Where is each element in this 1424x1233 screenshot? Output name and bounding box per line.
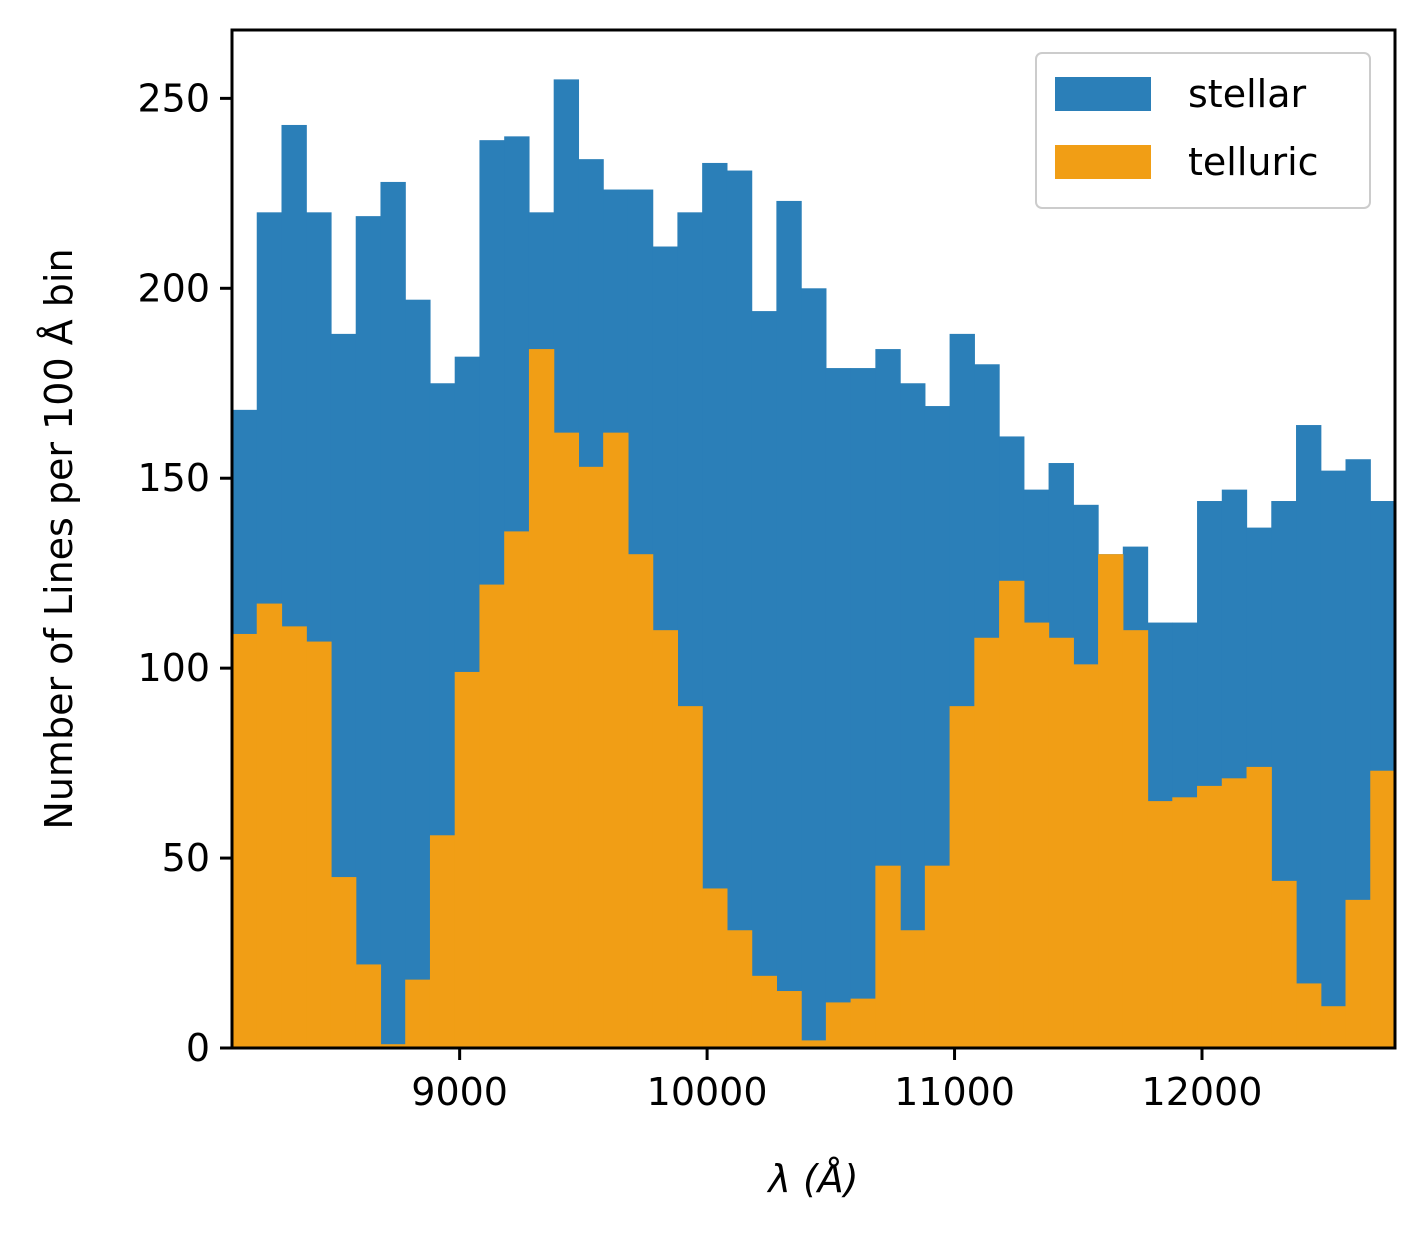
legend-label-telluric: telluric <box>1188 140 1319 184</box>
bar-telluric-21 <box>751 975 777 1048</box>
bar-telluric-13 <box>553 432 580 1048</box>
bar-stellar-20 <box>726 170 753 1048</box>
bar-stellar-25 <box>850 368 876 1049</box>
y-tick-label-3: 150 <box>137 456 210 500</box>
plot-frame <box>230 28 1397 1050</box>
legend-label-stellar: stellar <box>1188 72 1306 116</box>
bar-telluric-42 <box>1271 880 1297 1048</box>
bar-telluric-8 <box>429 835 456 1048</box>
bar-telluric-26 <box>875 865 901 1048</box>
bar-telluric-30 <box>974 637 1000 1048</box>
bar-stellar-7 <box>405 299 431 1048</box>
bar-telluric-45 <box>1345 899 1371 1048</box>
bar-telluric-39 <box>1197 785 1223 1048</box>
bar-telluric-20 <box>726 930 753 1048</box>
bar-stellar-44 <box>1320 470 1347 1049</box>
bar-telluric-17 <box>652 630 679 1048</box>
bars-layer <box>232 79 1396 1049</box>
x-tick-label-3: 12000 <box>1142 1070 1263 1114</box>
bar-telluric-33 <box>1048 637 1074 1048</box>
bar-telluric-18 <box>677 706 703 1048</box>
bar-telluric-24 <box>825 1002 852 1048</box>
bar-telluric-0 <box>232 633 258 1048</box>
bar-telluric-12 <box>528 349 555 1049</box>
bar-telluric-27 <box>900 930 926 1048</box>
bar-stellar-21 <box>751 311 777 1048</box>
y-tick-label-4: 200 <box>137 266 210 310</box>
bar-telluric-44 <box>1320 1006 1347 1048</box>
y-tick-label-0: 0 <box>186 1026 210 1070</box>
bar-telluric-29 <box>949 706 975 1048</box>
bar-stellar-23 <box>801 288 827 1049</box>
bar-telluric-10 <box>479 584 505 1048</box>
bar-telluric-6 <box>380 1044 406 1048</box>
bar-telluric-32 <box>1023 622 1050 1048</box>
y-axis-label: Number of Lines per 100 Å bin <box>37 248 81 829</box>
bar-telluric-43 <box>1296 983 1322 1048</box>
bar-telluric-15 <box>603 432 629 1048</box>
bar-telluric-31 <box>999 580 1025 1048</box>
x-tick-label-2: 11000 <box>894 1070 1015 1114</box>
bar-telluric-41 <box>1246 766 1272 1048</box>
y-tick-label-2: 100 <box>137 646 210 690</box>
bar-telluric-36 <box>1122 630 1149 1048</box>
legend-swatch-telluric <box>1055 145 1151 179</box>
x-tick-label-0: 9000 <box>411 1070 508 1114</box>
y-tick-label-5: 250 <box>137 76 210 120</box>
bar-telluric-46 <box>1370 770 1396 1048</box>
bar-stellar-6 <box>380 181 406 1048</box>
bar-telluric-7 <box>405 979 431 1048</box>
x-axis-label: λ (Å) <box>766 1157 858 1201</box>
bar-stellar-22 <box>776 200 802 1048</box>
bar-telluric-16 <box>627 554 654 1048</box>
bar-telluric-22 <box>776 991 802 1048</box>
y-axis: 0 50 100 150 200 250 <box>137 76 232 1070</box>
bar-telluric-34 <box>1073 664 1099 1048</box>
y-tick-label-1: 50 <box>162 836 210 880</box>
bar-telluric-25 <box>850 998 876 1048</box>
bar-telluric-14 <box>578 466 604 1048</box>
x-axis: 9000 10000 11000 12000 <box>411 1048 1262 1114</box>
bar-telluric-35 <box>1098 554 1124 1048</box>
bar-stellar-24 <box>825 368 852 1049</box>
bar-telluric-2 <box>281 626 307 1048</box>
legend-swatch-stellar <box>1055 77 1151 111</box>
legend: stellar telluric <box>1035 52 1371 209</box>
bar-telluric-3 <box>306 641 332 1048</box>
bar-stellar-5 <box>355 216 382 1049</box>
bar-telluric-38 <box>1172 797 1198 1048</box>
bar-telluric-1 <box>256 603 283 1048</box>
bar-telluric-37 <box>1147 801 1173 1048</box>
bar-telluric-5 <box>355 964 382 1048</box>
bar-stellar-43 <box>1296 425 1322 1048</box>
bar-telluric-28 <box>924 865 951 1048</box>
bar-telluric-19 <box>702 888 728 1048</box>
bar-telluric-9 <box>454 671 481 1048</box>
x-tick-label-1: 10000 <box>647 1070 768 1114</box>
bar-telluric-11 <box>504 531 530 1048</box>
bar-telluric-4 <box>330 877 357 1048</box>
bar-telluric-23 <box>801 1040 827 1048</box>
bar-telluric-40 <box>1221 778 1248 1048</box>
